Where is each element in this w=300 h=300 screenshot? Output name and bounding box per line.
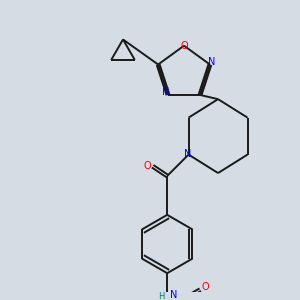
Text: O: O — [144, 161, 152, 171]
Text: N: N — [184, 148, 191, 159]
Text: N: N — [162, 87, 170, 97]
Text: O: O — [180, 41, 188, 51]
Text: N: N — [208, 57, 215, 67]
Text: H: H — [158, 292, 165, 300]
Text: O: O — [201, 282, 209, 292]
Text: N: N — [170, 290, 178, 300]
